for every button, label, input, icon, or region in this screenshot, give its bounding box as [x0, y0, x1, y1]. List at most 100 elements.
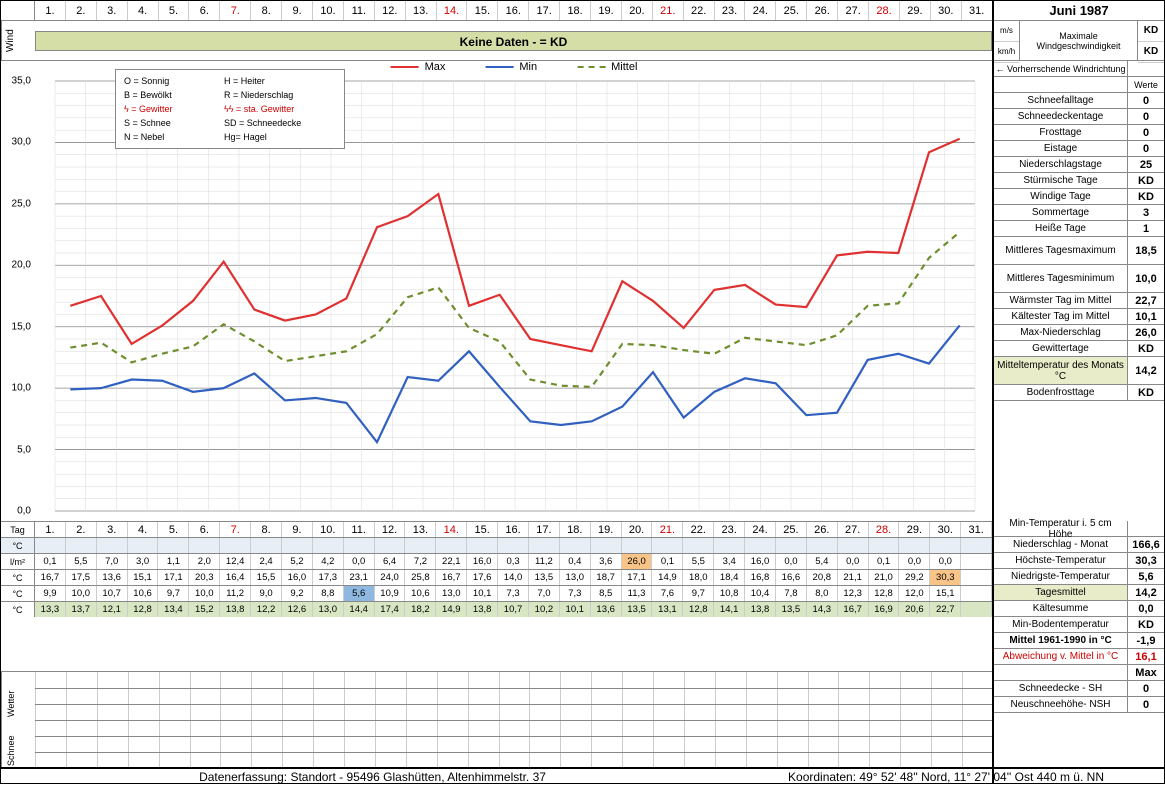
data-cell: 1. — [35, 522, 66, 537]
data-cell: 10,1 — [467, 586, 498, 601]
data-cell: 11,3 — [622, 586, 653, 601]
data-cell: 17,6 — [467, 570, 498, 585]
data-cell: 5,5 — [683, 554, 714, 569]
stat-row: Wärmster Tag im Mittel22,7 — [994, 293, 1164, 309]
day-header-cell: 5. — [159, 1, 190, 20]
data-cell: 6. — [189, 522, 220, 537]
data-cell: 12,1 — [97, 602, 128, 617]
data-cell: 2,4 — [251, 554, 282, 569]
data-cell: 7,6 — [652, 586, 683, 601]
wind-axis-label: Wind — [1, 21, 19, 60]
data-cell: 0,0 — [838, 554, 869, 569]
summary-row: Schneedecke - SH0 — [994, 681, 1164, 697]
data-cell: 19. — [591, 522, 622, 537]
data-cell: 9,2 — [282, 586, 313, 601]
data-cell: 16,4 — [220, 570, 251, 585]
data-cell: 22,7 — [930, 602, 961, 617]
data-cell: 20,3 — [189, 570, 220, 585]
data-cell: 29. — [899, 522, 930, 537]
data-cell: 0,0 — [930, 554, 961, 569]
data-cell: 16,7 — [838, 602, 869, 617]
stat-row: Stürmische TageKD — [994, 173, 1164, 189]
data-cell: 13,5 — [776, 602, 807, 617]
legend-mittel: Mittel — [611, 61, 637, 73]
data-cell — [807, 538, 838, 553]
stat-row: Eistage0 — [994, 141, 1164, 157]
data-cell — [652, 538, 683, 553]
data-cell: 5,5 — [66, 554, 97, 569]
day-header-cell: 21. — [653, 1, 684, 20]
data-cell: 16,7 — [436, 570, 467, 585]
day-header-cell: 7. — [220, 1, 251, 20]
wind-band: Wind Keine Daten - = KD — [1, 21, 1164, 61]
data-cell: 14. — [436, 522, 467, 537]
stat-row: Kältester Tag im Mittel10,1 — [994, 309, 1164, 325]
day-header-cell: 24. — [745, 1, 776, 20]
data-cell — [344, 538, 375, 553]
data-cell: 26. — [807, 522, 838, 537]
data-cell — [220, 538, 251, 553]
y-tick-label: 10,0 — [12, 383, 31, 394]
day-header-cell: 8. — [251, 1, 282, 20]
legend-min: Min — [519, 61, 537, 73]
data-cell: 22,1 — [436, 554, 467, 569]
data-cell: 11,2 — [220, 586, 251, 601]
y-axis-labels: 0,05,010,015,020,025,030,035,0 — [1, 61, 35, 521]
day-header-cell: 29. — [900, 1, 931, 20]
data-cell: 4. — [128, 522, 159, 537]
data-cell: 16,0 — [745, 554, 776, 569]
data-cell — [961, 570, 992, 585]
data-cell: 17,1 — [158, 570, 189, 585]
wetter-label: Wetter — [1, 672, 19, 736]
data-cell: 13,3 — [35, 602, 66, 617]
summary-row: Höchste-Temperatur30,3 — [994, 553, 1164, 569]
data-cell: 16,8 — [745, 570, 776, 585]
data-cell: 10,8 — [714, 586, 745, 601]
legend-row: B = BewölktR = Niederschlag — [124, 88, 336, 102]
data-cell: 12,6 — [282, 602, 313, 617]
data-cell — [899, 538, 930, 553]
data-cell — [622, 538, 653, 553]
data-cell: 10,6 — [128, 586, 159, 601]
data-cell: 7,0 — [529, 586, 560, 601]
summary-row: Abweichung v. Mittel in °C16,1 — [994, 649, 1164, 665]
data-cell — [869, 538, 900, 553]
day-header-cell: 15. — [467, 1, 498, 20]
summary-row: Niedrigste-Temperatur5,6 — [994, 569, 1164, 585]
data-cell: 25. — [776, 522, 807, 537]
data-cell: 24,0 — [375, 570, 406, 585]
data-cell — [405, 538, 436, 553]
summary-row: Tagesmittel14,2 — [994, 585, 1164, 601]
stat-row: Max-Niederschlag26,0 — [994, 325, 1164, 341]
day-header-cell: 23. — [715, 1, 746, 20]
data-cell: 1,1 — [158, 554, 189, 569]
werte-header: Werte — [994, 77, 1164, 93]
data-cell: 13,0 — [560, 570, 591, 585]
data-cell — [189, 538, 220, 553]
day-header-cell: 19. — [591, 1, 622, 20]
data-cell: 9,7 — [683, 586, 714, 601]
data-cell: 0,4 — [560, 554, 591, 569]
summary-row: Niederschlag - Monat166,6 — [994, 537, 1164, 553]
legend-row: O = SonnigH = Heiter — [124, 74, 336, 88]
data-cell: 3,0 — [128, 554, 159, 569]
data-cell: 24. — [745, 522, 776, 537]
day-header-cell: 2. — [66, 1, 97, 20]
data-cell — [591, 538, 622, 553]
data-cell: 0,3 — [498, 554, 529, 569]
data-row: °C13,313,712,112,813,415,213,812,212,613… — [1, 601, 992, 617]
summary-row: Max — [994, 665, 1164, 681]
data-row: °C16,717,513,615,117,120,316,415,516,017… — [1, 569, 992, 585]
data-cell: 23. — [714, 522, 745, 537]
data-cell: 20. — [622, 522, 653, 537]
data-row: l/m²0,15,57,03,01,12,012,42,45,24,20,06,… — [1, 553, 992, 569]
day-header-cell: 4. — [128, 1, 159, 20]
data-cell: 9,7 — [158, 586, 189, 601]
data-cell: 20,8 — [807, 570, 838, 585]
month-title: Juni 1987 — [994, 1, 1164, 21]
day-header-cell: 9. — [282, 1, 313, 20]
footer-location: Datenerfassung: Standort - 95496 Glashüt… — [9, 769, 736, 783]
data-cell: 12,8 — [683, 602, 714, 617]
y-tick-label: 30,0 — [12, 137, 31, 148]
data-cell: 11. — [344, 522, 375, 537]
